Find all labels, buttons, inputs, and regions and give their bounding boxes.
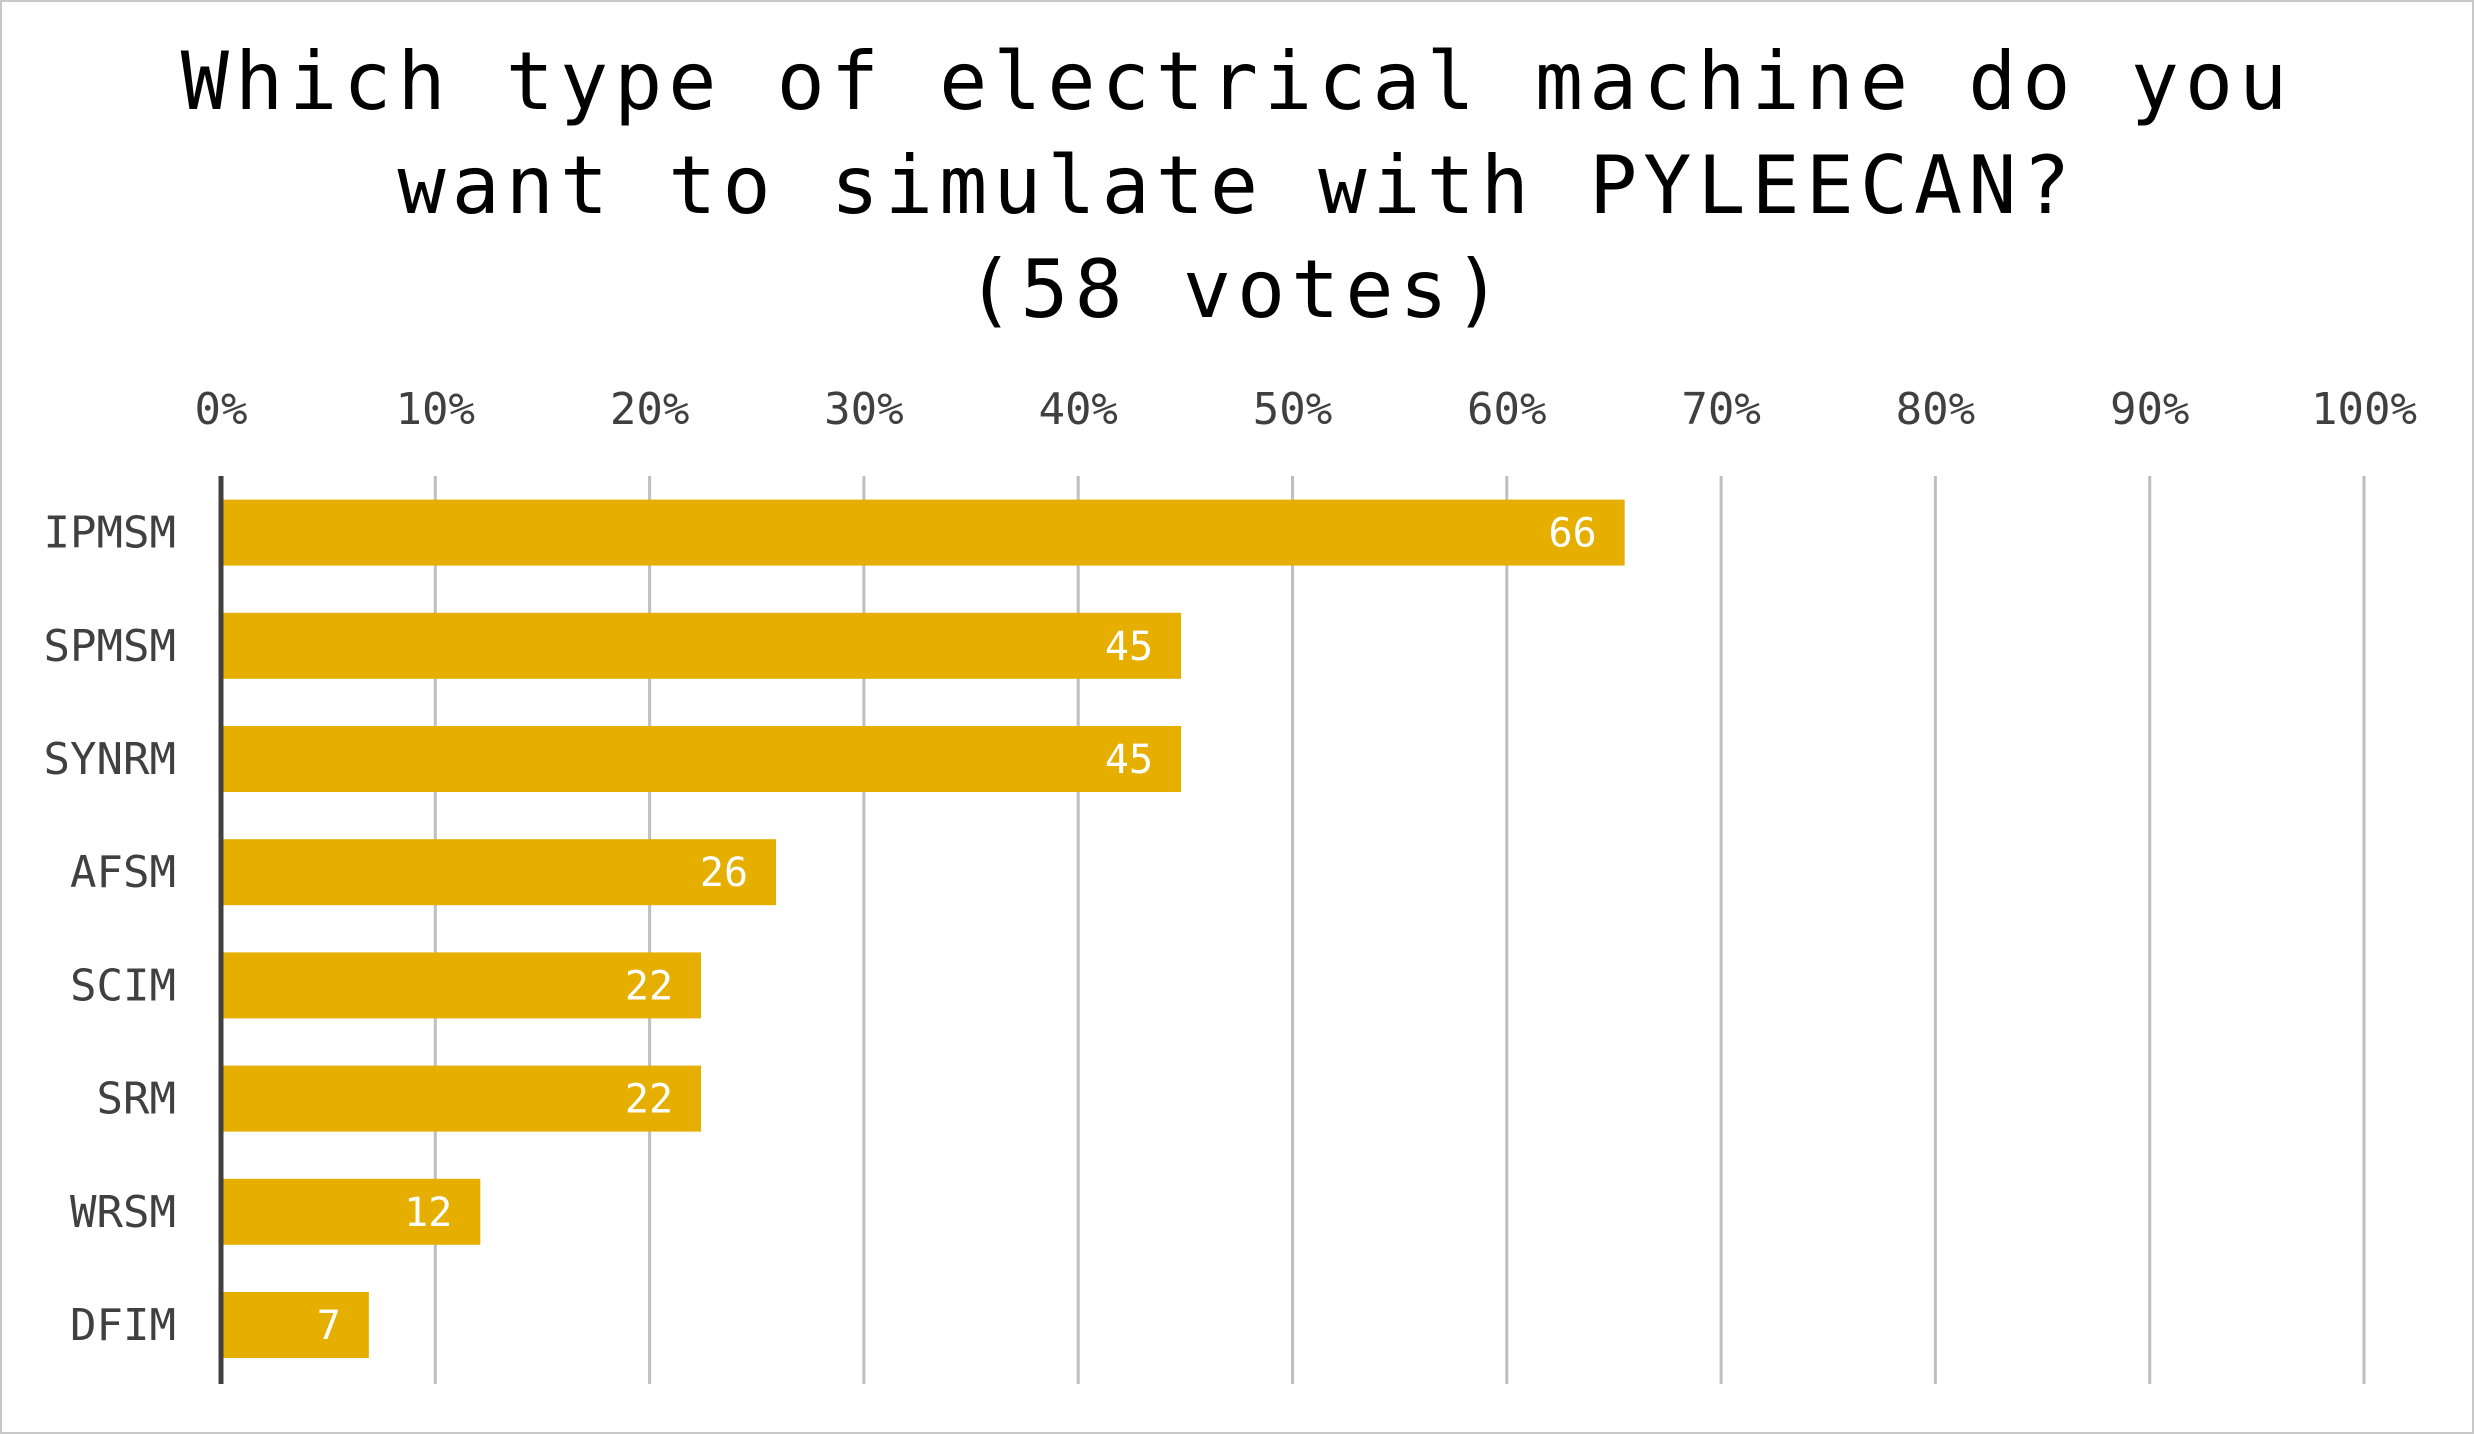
data-label: 45 — [1105, 624, 1153, 670]
x-tick-label: 70% — [1681, 384, 1760, 435]
data-label: 12 — [404, 1190, 452, 1236]
bar-dfim — [221, 1292, 369, 1358]
x-tick-label: 0% — [195, 384, 248, 435]
chart-title-line-3: (58 votes) — [966, 243, 1508, 336]
x-tick-label: 90% — [2110, 384, 2189, 435]
gridlines — [433, 476, 2366, 1384]
data-labels: 66 45 45 26 22 22 12 7 — [317, 511, 1597, 1349]
bar-synrm — [221, 726, 1182, 792]
category-label: WRSM — [70, 1187, 176, 1238]
chart-title: Which type of electrical machine do you … — [0, 30, 2474, 342]
data-label: 22 — [625, 1077, 673, 1123]
category-label: SPMSM — [44, 621, 176, 672]
data-label: 22 — [625, 963, 673, 1009]
data-label: 45 — [1105, 737, 1153, 783]
bar-scim — [221, 952, 702, 1019]
category-label: IPMSM — [44, 508, 176, 559]
bars — [221, 499, 1625, 1358]
x-axis-tick-labels: 0% 10% 20% 30% 40% 50% 60% 70% 80% 90% 100% — [195, 384, 2417, 435]
chart-title-line-2: want to simulate with PYLEECAN? — [397, 139, 2077, 232]
x-tick-label: 30% — [824, 384, 903, 435]
bar-ipmsm — [221, 499, 1625, 566]
bar-afsm — [221, 839, 777, 906]
category-label: SYNRM — [44, 734, 176, 785]
category-labels: IPMSM SPMSM SYNRM AFSM SCIM SRM WRSM DFIM — [44, 508, 176, 1351]
category-label: DFIM — [70, 1300, 176, 1351]
bar-wrsm — [221, 1178, 481, 1245]
bar-spmsm — [221, 612, 1182, 679]
x-tick-label: 10% — [396, 384, 475, 435]
category-label: SRM — [97, 1074, 176, 1125]
category-label: SCIM — [70, 960, 176, 1011]
x-tick-label: 20% — [610, 384, 689, 435]
data-label: 7 — [317, 1303, 341, 1349]
x-tick-label: 100% — [2311, 384, 2417, 435]
data-label: 66 — [1548, 511, 1596, 557]
x-tick-label: 40% — [1038, 384, 1117, 435]
category-label: AFSM — [70, 847, 176, 898]
bar-srm — [221, 1065, 702, 1132]
x-tick-label: 80% — [1896, 384, 1975, 435]
x-tick-label: 50% — [1253, 384, 1332, 435]
data-label: 26 — [700, 850, 748, 896]
chart-title-line-1: Which type of electrical machine do you — [180, 35, 2294, 128]
x-tick-label: 60% — [1467, 384, 1546, 435]
